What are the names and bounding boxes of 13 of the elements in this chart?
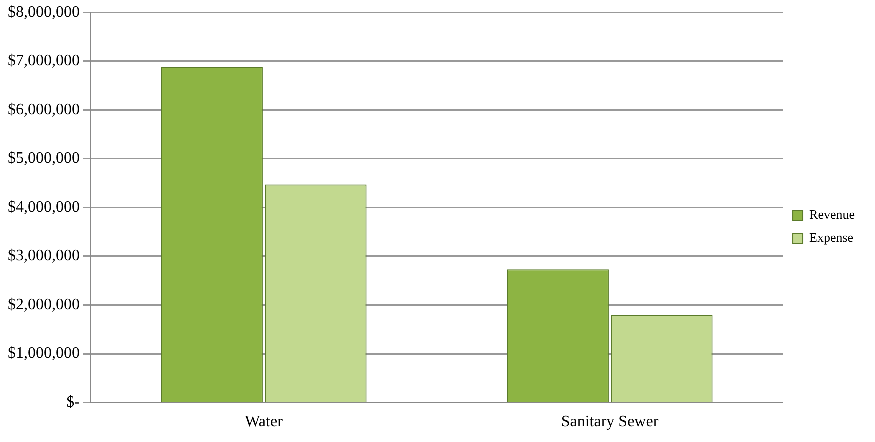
y-tick-label: $5,000,000 xyxy=(8,150,80,168)
y-tick-label: $- xyxy=(66,394,80,412)
x-tick-label: Water xyxy=(245,414,284,431)
x-tick-label: Sanitary Sewer xyxy=(561,414,660,431)
y-tick-label: $3,000,000 xyxy=(8,248,80,265)
y-tick-label: $4,000,000 xyxy=(8,198,80,216)
y-tick-label: $8,000,000 xyxy=(8,4,80,21)
legend-label: Revenue xyxy=(810,206,856,222)
y-tick-label: $7,000,000 xyxy=(8,52,80,70)
legend-label: Expense xyxy=(810,230,854,245)
y-tick-label: $6,000,000 xyxy=(8,101,80,118)
y-tick-label: $2,000,000 xyxy=(8,296,80,314)
y-tick-label: $1,000,000 xyxy=(8,345,80,362)
